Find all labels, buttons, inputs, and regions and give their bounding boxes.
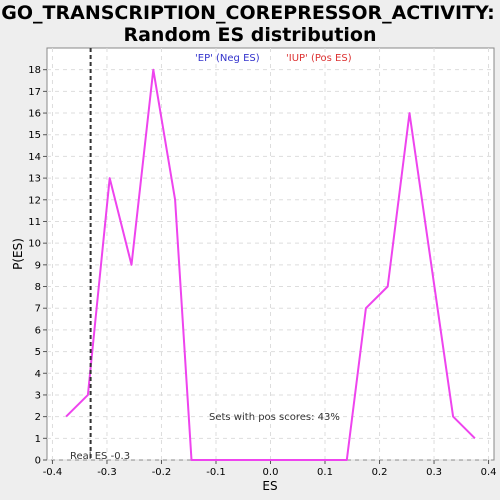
y-tick-label: 1: [35, 434, 41, 445]
y-tick-label: 8: [35, 282, 41, 293]
y-tick-label: 2: [35, 412, 41, 423]
y-tick-label: 4: [35, 369, 41, 380]
x-tick-label: 0.0: [263, 467, 279, 478]
chart-title-line1: GO_TRANSCRIPTION_COREPRESSOR_ACTIVITY:: [1, 2, 494, 24]
y-tick-label: 3: [35, 390, 41, 401]
series-layer: [65, 68, 476, 461]
x-tick-label: -0.1: [206, 467, 226, 478]
pos-scores-annotation: Sets with pos scores: 43%: [209, 412, 340, 423]
x-tick-label: 0.4: [481, 467, 497, 478]
y-tick-label: 7: [35, 304, 41, 315]
y-tick-label: 17: [28, 87, 41, 98]
y-tick-label: 18: [28, 65, 41, 76]
y-tick-label: 12: [28, 195, 41, 206]
y-tick-label: 5: [35, 347, 41, 358]
x-tick-label: 0.2: [372, 467, 388, 478]
grid-lines: [47, 48, 494, 461]
y-axis-label: P(ES): [11, 238, 25, 270]
x-tick-label: 0.1: [317, 467, 333, 478]
y-tick-label: 6: [35, 325, 41, 336]
y-tick-label: 9: [35, 260, 41, 271]
y-tick-label: 10: [28, 239, 41, 250]
real-es-label: Real ES -0.3: [70, 451, 130, 462]
x-tick-label: -0.3: [97, 467, 117, 478]
y-tick-label: 14: [28, 152, 41, 163]
chart-title-line2: Random ES distribution: [123, 24, 376, 46]
x-tick-label: -0.4: [43, 467, 63, 478]
series-line: [65, 68, 476, 461]
x-axis-label: ES: [262, 479, 277, 493]
x-tick-label: 0.3: [426, 467, 442, 478]
legend-neg-es: 'EP' (Neg ES): [195, 53, 260, 64]
plot-area: [46, 47, 495, 461]
y-tick-label: 13: [28, 174, 41, 185]
x-tick-label: -0.2: [152, 467, 172, 478]
y-tick-label: 16: [28, 109, 41, 120]
legend-pos-es: 'IUP' (Pos ES): [286, 53, 352, 64]
y-tick-label: 11: [28, 217, 41, 228]
y-tick-label: 0: [35, 456, 41, 467]
y-tick-label: 15: [28, 130, 41, 141]
